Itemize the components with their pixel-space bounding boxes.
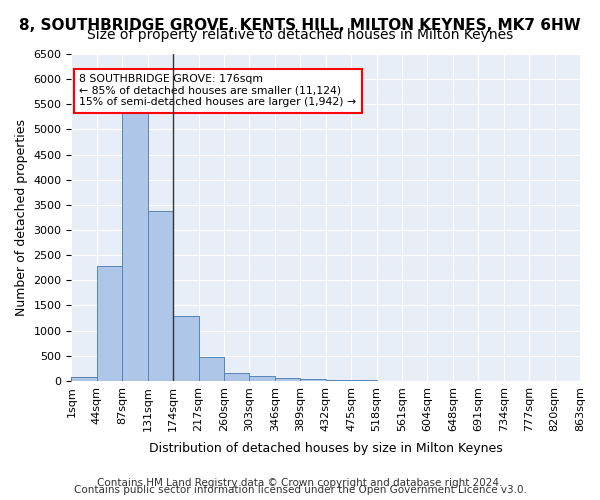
Text: Size of property relative to detached houses in Milton Keynes: Size of property relative to detached ho… xyxy=(87,28,513,42)
Bar xyxy=(97,266,122,381)
Text: 8 SOUTHBRIDGE GROVE: 176sqm
← 85% of detached houses are smaller (11,124)
15% of: 8 SOUTHBRIDGE GROVE: 176sqm ← 85% of det… xyxy=(79,74,356,108)
Text: 8, SOUTHBRIDGE GROVE, KENTS HILL, MILTON KEYNES, MK7 6HW: 8, SOUTHBRIDGE GROVE, KENTS HILL, MILTON… xyxy=(19,18,581,32)
Bar xyxy=(275,378,300,381)
Y-axis label: Number of detached properties: Number of detached properties xyxy=(15,119,28,316)
Bar xyxy=(71,378,97,381)
Bar xyxy=(351,380,377,381)
Bar xyxy=(224,373,250,381)
Bar xyxy=(250,376,275,381)
Bar xyxy=(173,316,199,381)
Bar xyxy=(300,380,326,381)
Bar xyxy=(199,357,224,381)
Bar xyxy=(326,380,351,381)
Text: Contains public sector information licensed under the Open Government Licence v3: Contains public sector information licen… xyxy=(74,485,526,495)
Text: Contains HM Land Registry data © Crown copyright and database right 2024.: Contains HM Land Registry data © Crown c… xyxy=(97,478,503,488)
Bar xyxy=(122,110,148,381)
X-axis label: Distribution of detached houses by size in Milton Keynes: Distribution of detached houses by size … xyxy=(149,442,503,455)
Bar xyxy=(148,211,173,381)
